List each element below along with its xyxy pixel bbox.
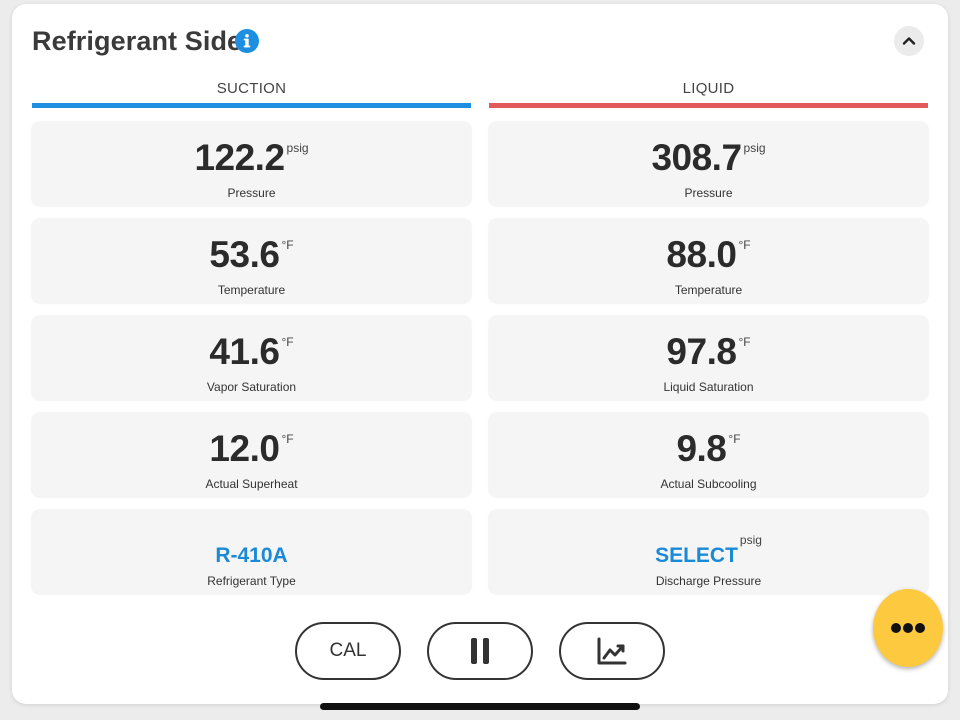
- liquid-saturation-tile[interactable]: 97.8 °F Liquid Saturation: [489, 316, 928, 400]
- tile-value: 122.2: [194, 137, 285, 178]
- pause-button[interactable]: [427, 622, 533, 680]
- tile-unit: °F: [728, 432, 741, 446]
- liquid-heading: LIQUID: [682, 80, 735, 97]
- tile-unit: °F: [281, 432, 294, 446]
- liquid-bar: [489, 103, 928, 108]
- refrigerant-type-tile[interactable]: R-410A Refrigerant Type: [32, 510, 471, 594]
- suction-column: SUCTION 122.2 psig Pressure 53.6 °F Temper…: [32, 80, 471, 594]
- refrigerant-type-link[interactable]: R-410A: [215, 544, 288, 567]
- liquid-column: LIQUID 308.7 psig Pressure 88.0 °F Tempera…: [489, 80, 928, 594]
- tile-unit: °F: [738, 238, 751, 252]
- tile-label: Temperature: [674, 283, 743, 297]
- home-indicator[interactable]: [320, 703, 640, 710]
- tile-label: Liquid Saturation: [663, 380, 754, 394]
- actual-subcooling-tile[interactable]: 9.8 °F Actual Subcooling: [489, 413, 928, 497]
- tile-value: 97.8: [666, 331, 737, 372]
- tile-label: Actual Superheat: [205, 477, 298, 491]
- graph-button[interactable]: [559, 622, 665, 680]
- tile-unit: psig: [743, 141, 766, 155]
- vapor-saturation-tile[interactable]: 41.6 °F Vapor Saturation: [32, 316, 471, 400]
- tile-label: Discharge Pressure: [655, 574, 762, 588]
- tile-label: Vapor Saturation: [206, 380, 297, 394]
- tile-unit: psig: [286, 141, 309, 155]
- suction-bar: [32, 103, 471, 108]
- liquid-temperature-tile[interactable]: 88.0 °F Temperature: [489, 219, 928, 303]
- collapse-button[interactable]: [894, 26, 924, 56]
- chart-line-icon: [597, 637, 627, 665]
- tile-unit: °F: [281, 335, 294, 349]
- tile-label: Refrigerant Type: [207, 574, 296, 588]
- more-options-button[interactable]: [873, 589, 943, 667]
- suction-temperature-tile[interactable]: 53.6 °F Temperature: [32, 219, 471, 303]
- tile-unit: psig: [739, 533, 762, 547]
- tile-value: 308.7: [651, 137, 742, 178]
- tile-value: 9.8: [676, 428, 727, 469]
- tile-value: 88.0: [666, 234, 737, 275]
- tile-unit: °F: [738, 335, 751, 349]
- tile-label: Temperature: [217, 283, 286, 297]
- discharge-pressure-tile[interactable]: SELECT psig Discharge Pressure: [489, 510, 928, 594]
- tile-label: Pressure: [227, 186, 276, 200]
- card-title: Refrigerant Side: [32, 26, 243, 56]
- tile-value: 12.0: [209, 428, 280, 469]
- refrigerant-side-card: Refrigerant Side SUCTION 122.2 psig Press…: [12, 4, 948, 704]
- suction-heading: SUCTION: [216, 80, 287, 97]
- suction-pressure-tile[interactable]: 122.2 psig Pressure: [32, 122, 471, 206]
- tile-label: Actual Subcooling: [660, 477, 757, 491]
- cal-button[interactable]: CAL: [295, 622, 401, 680]
- cal-button-label: CAL: [329, 640, 367, 661]
- liquid-pressure-tile[interactable]: 308.7 psig Pressure: [489, 122, 928, 206]
- tile-label: Pressure: [684, 186, 733, 200]
- chevron-up-icon: [902, 37, 916, 45]
- info-icon[interactable]: [235, 29, 259, 53]
- pause-icon: [471, 638, 489, 664]
- tile-value: 41.6: [209, 331, 280, 372]
- tile-value: 53.6: [209, 234, 280, 275]
- actual-superheat-tile[interactable]: 12.0 °F Actual Superheat: [32, 413, 471, 497]
- discharge-pressure-select-link[interactable]: SELECT: [655, 544, 738, 567]
- more-dots-icon: [891, 623, 925, 633]
- tile-unit: °F: [281, 238, 294, 252]
